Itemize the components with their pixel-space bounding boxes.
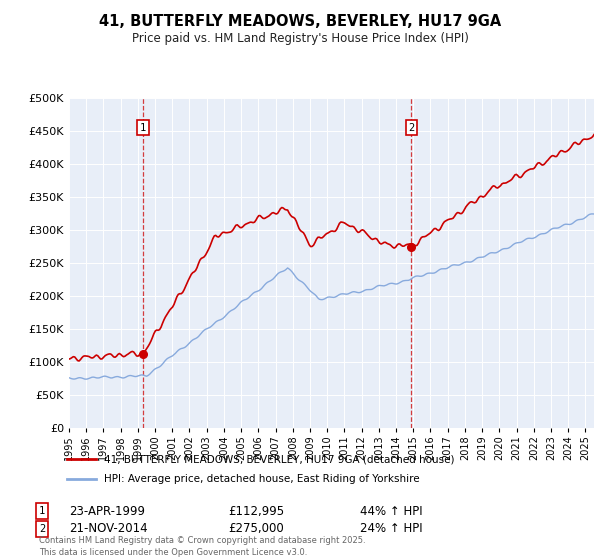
Text: Price paid vs. HM Land Registry's House Price Index (HPI): Price paid vs. HM Land Registry's House … <box>131 32 469 45</box>
Text: 41, BUTTERFLY MEADOWS, BEVERLEY, HU17 9GA (detached house): 41, BUTTERFLY MEADOWS, BEVERLEY, HU17 9G… <box>104 454 454 464</box>
Text: 24% ↑ HPI: 24% ↑ HPI <box>360 522 422 535</box>
Text: 2: 2 <box>39 524 45 534</box>
Text: 1: 1 <box>140 123 146 133</box>
Text: Contains HM Land Registry data © Crown copyright and database right 2025.
This d: Contains HM Land Registry data © Crown c… <box>39 536 365 557</box>
Text: 44% ↑ HPI: 44% ↑ HPI <box>360 505 422 518</box>
Text: £112,995: £112,995 <box>228 505 284 518</box>
Text: HPI: Average price, detached house, East Riding of Yorkshire: HPI: Average price, detached house, East… <box>104 474 419 484</box>
Text: 2: 2 <box>408 123 415 133</box>
Text: 23-APR-1999: 23-APR-1999 <box>69 505 145 518</box>
Text: 41, BUTTERFLY MEADOWS, BEVERLEY, HU17 9GA: 41, BUTTERFLY MEADOWS, BEVERLEY, HU17 9G… <box>99 14 501 29</box>
Text: 21-NOV-2014: 21-NOV-2014 <box>69 522 148 535</box>
Text: £275,000: £275,000 <box>228 522 284 535</box>
Text: 1: 1 <box>39 506 45 516</box>
